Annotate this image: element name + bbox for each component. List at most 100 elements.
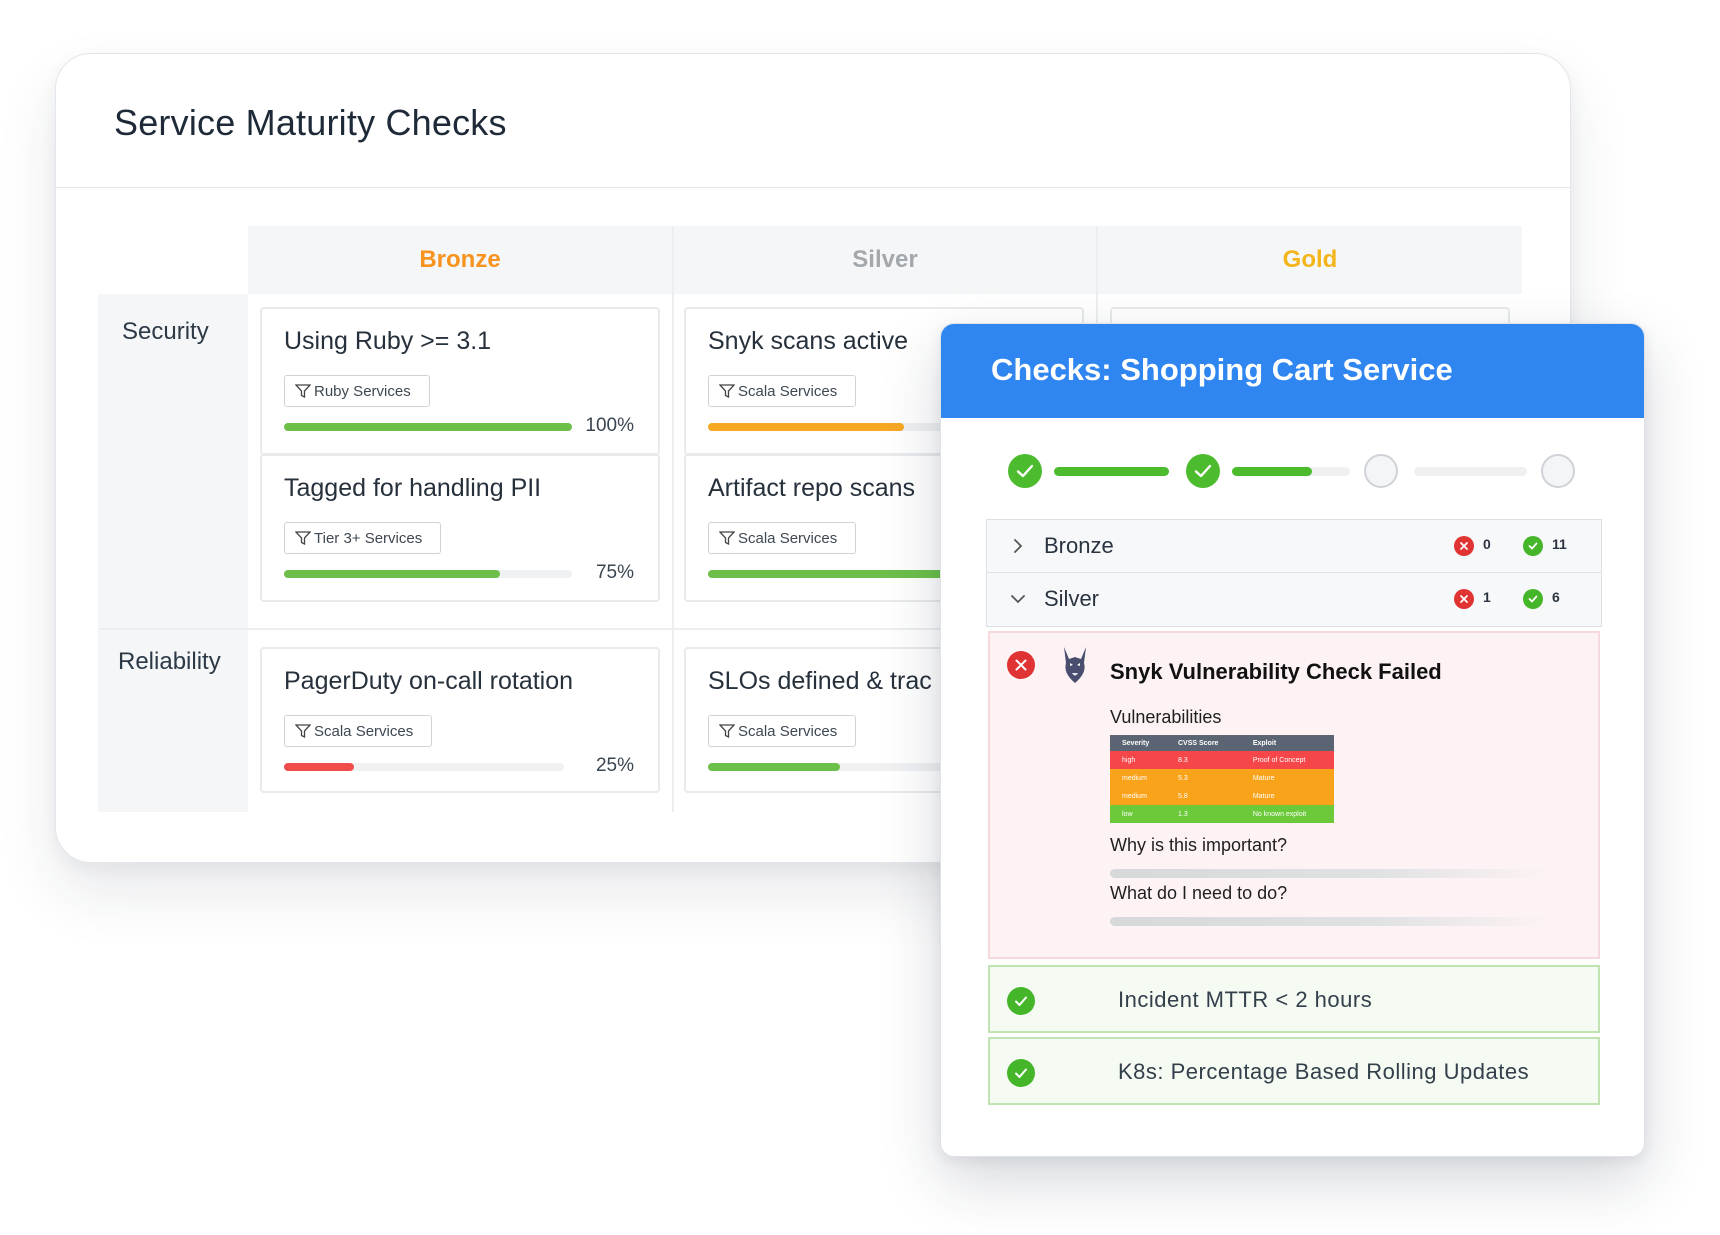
- filter-icon: [719, 384, 735, 398]
- filter-tag[interactable]: Scala Services: [708, 375, 857, 407]
- pass-icon: [1523, 536, 1543, 556]
- step-pending-icon: [1541, 454, 1575, 488]
- title-divider: [56, 187, 1570, 188]
- filter-tag[interactable]: Scala Services: [284, 715, 433, 747]
- row-reliability: Reliability: [98, 630, 248, 812]
- pass-count: 11: [1552, 536, 1567, 552]
- check-name: Artifact repo scans: [708, 474, 916, 502]
- progress-percent: 100%: [585, 415, 634, 436]
- failed-check-title: Snyk Vulnerability Check Failed: [1110, 659, 1442, 684]
- passed-check-name: Incident MTTR < 2 hours: [1118, 987, 1373, 1012]
- table-header: Exploit: [1240, 735, 1334, 751]
- tier-row-bronze[interactable]: Bronze 0 11: [987, 520, 1601, 573]
- table-header: CVSS Score: [1165, 735, 1241, 751]
- checks-panel: Checks: Shopping Cart Service Bronze 0 1…: [940, 323, 1645, 1157]
- tier-row-silver[interactable]: Silver 1 6: [987, 573, 1601, 626]
- table-cell: Proof of Concept: [1240, 751, 1334, 769]
- text-placeholder-bar: [1110, 917, 1550, 926]
- fail-icon: [1454, 536, 1474, 556]
- tier-name: Bronze: [1044, 533, 1114, 558]
- filter-tag[interactable]: Tier 3+ Services: [284, 522, 442, 554]
- progress-bar: [708, 570, 996, 578]
- passed-check-name: K8s: Percentage Based Rolling Updates: [1118, 1059, 1530, 1084]
- filter-tag[interactable]: Scala Services: [708, 715, 857, 747]
- filter-label: Scala Services: [738, 722, 838, 740]
- table-cell: Mature: [1240, 787, 1334, 805]
- snyk-logo-icon: [1064, 647, 1086, 683]
- check-name: Using Ruby >= 3.1: [284, 327, 492, 355]
- row-label-security: Security: [122, 318, 209, 345]
- table-cell: 5.3: [1165, 769, 1241, 787]
- step-complete-icon: [1186, 454, 1220, 488]
- progress-bar: [284, 570, 572, 578]
- filter-icon: [295, 384, 311, 398]
- chevron-down-icon[interactable]: [1009, 590, 1027, 608]
- progress-bar: [708, 423, 996, 431]
- check-card-pagerduty[interactable]: PagerDuty on-call rotation Scala Service…: [260, 647, 660, 793]
- chevron-right-icon[interactable]: [1009, 537, 1027, 555]
- fail-icon: [1454, 589, 1474, 609]
- text-placeholder-bar: [1110, 869, 1550, 878]
- panel-header: Checks: Shopping Cart Service: [941, 324, 1644, 418]
- page-title: Service Maturity Checks: [114, 102, 507, 143]
- pass-icon: [1523, 589, 1543, 609]
- column-silver: Silver: [674, 226, 1096, 294]
- filter-icon: [295, 724, 311, 738]
- step-pending-icon: [1364, 454, 1398, 488]
- pass-count: 6: [1552, 589, 1560, 605]
- progress-bar: [284, 763, 564, 771]
- question-why: Why is this important?: [1110, 835, 1288, 855]
- progress-bar: [708, 763, 996, 771]
- table-cell: No known exploit: [1240, 805, 1334, 823]
- passed-check[interactable]: Incident MTTR < 2 hours: [988, 965, 1600, 1033]
- tier-list: Bronze 0 11 Silver 1 6: [986, 519, 1602, 627]
- question-what: What do I need to do?: [1110, 883, 1288, 903]
- filter-icon: [719, 724, 735, 738]
- filter-label: Ruby Services: [314, 382, 411, 400]
- row-label-reliability: Reliability: [118, 648, 221, 675]
- filter-tag[interactable]: Ruby Services: [284, 375, 430, 407]
- fail-icon: [1007, 651, 1035, 679]
- filter-tag[interactable]: Scala Services: [708, 522, 857, 554]
- check-card-ruby[interactable]: Using Ruby >= 3.1 Ruby Services 100%: [260, 307, 660, 455]
- table-cell: low: [1110, 805, 1166, 823]
- pass-icon: [1007, 1059, 1035, 1087]
- filter-label: Scala Services: [314, 722, 414, 740]
- table-cell: medium: [1110, 769, 1166, 787]
- table-row: high 8.3 Proof of Concept: [1110, 751, 1334, 769]
- table-row: low 1.3 No known exploit: [1110, 805, 1334, 823]
- progress-percent: 75%: [595, 562, 634, 583]
- table-row: medium 5.3 Mature: [1110, 769, 1334, 787]
- panel-title: Checks: Shopping Cart Service: [991, 352, 1453, 387]
- step-complete-icon: [1008, 454, 1042, 488]
- filter-label: Scala Services: [738, 382, 838, 400]
- vulnerabilities-label: Vulnerabilities: [1110, 707, 1222, 727]
- check-name: Snyk scans active: [708, 327, 909, 355]
- tier-name: Silver: [1044, 586, 1100, 611]
- fail-count: 1: [1483, 589, 1491, 605]
- filter-icon: [295, 531, 311, 545]
- filter-label: Tier 3+ Services: [314, 529, 423, 547]
- failed-check[interactable]: Snyk Vulnerability Check Failed Vulnerab…: [988, 631, 1600, 959]
- progress-percent: 25%: [595, 755, 634, 776]
- row-divider: [98, 628, 1522, 630]
- progress-bar: [284, 423, 572, 431]
- check-name: PagerDuty on-call rotation: [284, 667, 574, 695]
- filter-icon: [719, 531, 735, 545]
- step-progress-bar: [1054, 467, 1169, 476]
- column-bronze: Bronze: [248, 226, 672, 294]
- fail-count: 0: [1483, 536, 1491, 552]
- table-header-row: Severity CVSS Score Exploit: [1110, 735, 1334, 751]
- check-card-pii[interactable]: Tagged for handling PII Tier 3+ Services…: [260, 454, 660, 602]
- table-cell: Mature: [1240, 769, 1334, 787]
- table-row: medium 5.8 Mature: [1110, 787, 1334, 805]
- table-header: Severity: [1110, 735, 1166, 751]
- row-security: Security: [98, 294, 248, 628]
- passed-check[interactable]: K8s: Percentage Based Rolling Updates: [988, 1037, 1600, 1105]
- pass-icon: [1007, 987, 1035, 1015]
- filter-label: Scala Services: [738, 529, 838, 547]
- table-cell: 1.3: [1165, 805, 1241, 823]
- step-progress-bar: [1232, 467, 1350, 476]
- table-cell: high: [1110, 751, 1166, 769]
- check-name: SLOs defined & trac: [708, 667, 932, 695]
